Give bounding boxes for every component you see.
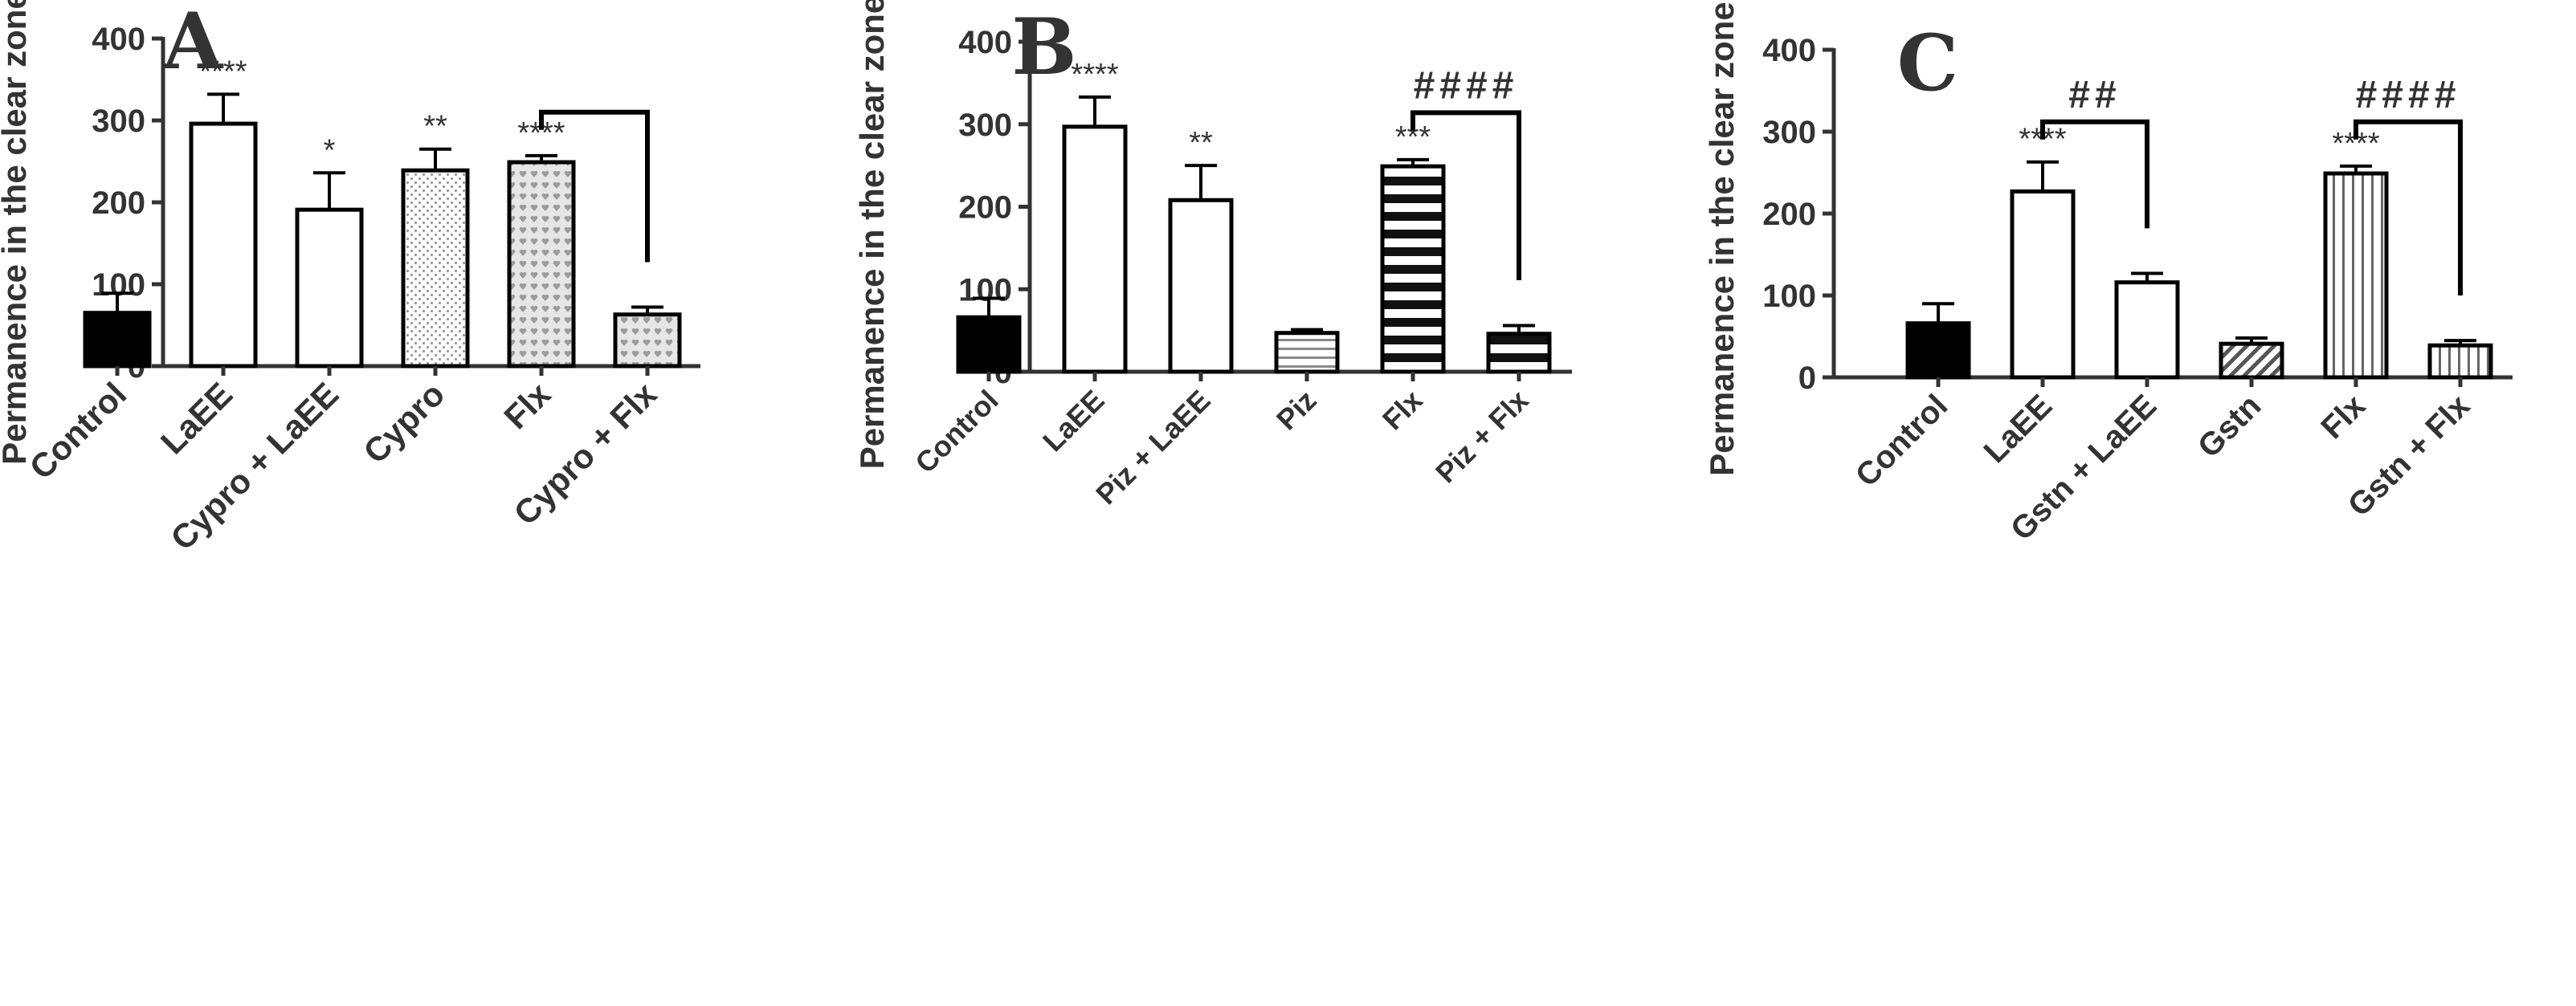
bar-control <box>83 311 152 369</box>
y-tick-label: 200 <box>92 185 145 221</box>
bar-group: Piz <box>1270 328 1340 437</box>
bracket-line <box>539 109 650 263</box>
bracket-line <box>2040 119 2149 229</box>
x-tick-label: Piz + LaEE <box>1089 384 1216 511</box>
x-tick-label: Flx <box>496 375 558 437</box>
y-axis-label: Permanence in the clear zone (s) <box>0 0 33 465</box>
bar-control <box>956 315 1022 374</box>
bar-flx <box>507 160 576 369</box>
panel-letter: B <box>1011 2 1076 92</box>
x-tick-label: Piz <box>1270 384 1323 437</box>
bar-group: Control <box>1849 302 1971 494</box>
x-tick-label: Flx <box>1376 384 1429 437</box>
comparison-label: #### <box>2356 74 2461 116</box>
bar-group: LaEE**** <box>1978 123 2076 470</box>
y-tick-label: 400 <box>958 25 1012 60</box>
bar-flx <box>1380 164 1446 374</box>
panel-letter: C <box>1897 18 1958 108</box>
comparison-bracket: #### <box>2354 74 2463 295</box>
comparison-bracket: ## <box>2040 74 2149 229</box>
comparison-bracket: #### <box>1410 64 1521 280</box>
bar-group: Gstn <box>2191 336 2284 465</box>
bar-group: LaEE **** <box>1036 58 1128 458</box>
bar-control <box>1905 321 1971 380</box>
bar-piz <box>1274 331 1340 374</box>
panel-letter: A <box>162 0 224 87</box>
bar-piz-laee <box>1168 198 1234 374</box>
bar-gstn-flx <box>2427 343 2493 380</box>
bar-laee <box>189 121 258 369</box>
bar-laee <box>2010 189 2076 380</box>
y-tick-label: 200 <box>958 190 1012 226</box>
y-tick-label: 300 <box>92 104 145 139</box>
bar-group: LaEE **** <box>153 55 258 462</box>
x-tick-label: LaEE <box>153 375 240 462</box>
y-tick-label: 0 <box>1798 360 1816 396</box>
bar-cypro-flx <box>613 312 682 369</box>
bar-laee <box>1062 124 1128 374</box>
bar-group: Flx**** <box>2314 127 2389 446</box>
bracket-line <box>2354 119 2463 295</box>
y-tick-label: 400 <box>92 22 145 57</box>
bar-group: Piz + Flx <box>1429 324 1552 490</box>
bar-group: Control <box>22 291 152 487</box>
x-tick-label: Control <box>1849 388 1955 494</box>
bar-group: Cypro ** <box>356 110 470 470</box>
x-tick-label: Piz + Flx <box>1429 384 1535 490</box>
bar-group: Flx**** <box>496 116 576 437</box>
x-tick-label: Control <box>908 384 1004 479</box>
bar-cypro <box>401 168 470 369</box>
y-tick-label: 300 <box>1762 115 1816 150</box>
y-tick-label: 100 <box>958 272 1012 308</box>
y-tick-label: 200 <box>1762 197 1816 232</box>
bar-piz-flx <box>1486 332 1552 374</box>
bar-cypro-laee <box>295 207 364 369</box>
significance-label: ** <box>1189 126 1213 160</box>
significance-label: * <box>324 133 336 167</box>
panel-c-chart: C Permanence in the clear zone (s) 0 100 200… <box>1703 0 2513 548</box>
x-tick-label: LaEE <box>1978 388 2060 470</box>
x-tick-label: Flx <box>2314 388 2372 446</box>
bar-gstn <box>2219 341 2284 380</box>
significance-label: **** <box>199 55 247 88</box>
y-axis-label: Permanence in the clear zone (s) <box>853 0 891 469</box>
comparison-label: ## <box>2068 74 2121 116</box>
x-tick-label: LaEE <box>1036 384 1111 458</box>
significance-label: ** <box>423 110 447 144</box>
bar-gstn-laee <box>2114 280 2180 380</box>
y-tick-label: 400 <box>1762 33 1816 68</box>
y-tick-label: 300 <box>958 108 1012 143</box>
x-tick-label: Gstn <box>2191 388 2268 465</box>
x-tick-label: Control <box>22 375 134 487</box>
comparison-bracket <box>539 109 650 263</box>
bar-flx <box>2323 171 2389 380</box>
x-tick-label: Cypro <box>356 375 451 470</box>
y-axis-label: Permanence in the clear zone (s) <box>1703 0 1741 476</box>
significance-label: **** <box>1071 58 1118 92</box>
bracket-line <box>1410 110 1521 280</box>
bar-group: Flx*** <box>1376 120 1446 437</box>
comparison-label: #### <box>1414 64 1519 107</box>
y-tick-label: 100 <box>1762 279 1816 314</box>
